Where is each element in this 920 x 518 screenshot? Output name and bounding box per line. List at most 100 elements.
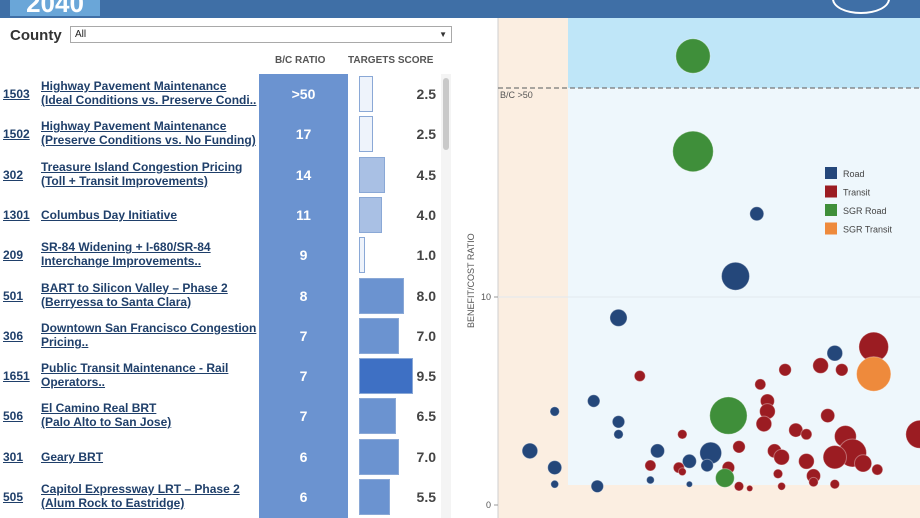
bubble-point[interactable] (856, 356, 892, 392)
county-filter-select[interactable]: All ▼ (70, 26, 452, 43)
legend-label[interactable]: SGR Road (843, 206, 887, 216)
project-name-link[interactable]: Columbus Day Initiative (41, 207, 178, 222)
legend-label[interactable]: Road (843, 169, 865, 179)
project-id-link[interactable]: 1301 (3, 207, 30, 222)
bubble-point[interactable] (778, 363, 792, 377)
project-name-link[interactable]: Geary BRT (41, 449, 104, 464)
project-name-link[interactable]: (Palo Alto to San Jose) (41, 415, 172, 430)
targets-score-bar (359, 479, 391, 515)
bubble-point[interactable] (521, 442, 539, 460)
project-id-link[interactable]: 505 (3, 490, 24, 504)
project-name-link[interactable]: (Berryessa to Santa Clara) (41, 294, 192, 309)
scrollbar-thumb[interactable] (443, 78, 449, 150)
bubble-point[interactable] (800, 428, 813, 441)
project-name-link[interactable]: Pricing.. (41, 334, 89, 349)
bubble-point[interactable] (685, 480, 693, 488)
bubble-point[interactable] (633, 370, 646, 382)
project-name-link[interactable]: Operators.. (41, 375, 106, 390)
project-name-link[interactable]: Treasure Island Congestion Pricing (41, 159, 243, 174)
bubble-point[interactable] (733, 481, 745, 492)
bubble-point[interactable] (772, 468, 784, 479)
bubble-point[interactable] (871, 463, 884, 476)
scrollbar-track[interactable] (441, 74, 451, 518)
project-name-link[interactable]: Interchange Improvements.. (41, 254, 202, 269)
bubble-point[interactable] (675, 38, 711, 74)
bubble-point[interactable] (829, 479, 840, 490)
bubble-point[interactable] (820, 408, 836, 424)
bc-ratio-value: 11 (296, 206, 311, 223)
project-name-link[interactable]: BART to Silicon Valley – Phase 2 (41, 280, 228, 295)
bubble-point[interactable] (755, 415, 773, 433)
bubble-point[interactable] (788, 422, 804, 438)
bubble-point[interactable] (672, 130, 714, 173)
legend-swatch[interactable] (825, 167, 837, 179)
project-name-link[interactable]: (Toll + Transit Improvements) (41, 173, 208, 188)
bubble-point[interactable] (547, 460, 563, 476)
bubble-point[interactable] (587, 394, 601, 408)
bubble-point[interactable] (650, 443, 665, 459)
project-id-link[interactable]: 1502 (3, 127, 30, 142)
project-name-link[interactable]: Highway Pavement Maintenance (41, 119, 227, 134)
bubble-point[interactable] (644, 459, 657, 472)
bubble-point[interactable] (812, 357, 829, 374)
project-name-link[interactable]: Highway Pavement Maintenance (41, 79, 227, 93)
legend-swatch[interactable] (825, 185, 837, 198)
targets-score-header[interactable]: TARGETS SCORE (348, 55, 434, 66)
project-name-link[interactable]: Capitol Expressway LRT – Phase 2 (41, 482, 240, 496)
bubble-point[interactable] (590, 479, 605, 493)
project-id-link[interactable]: 501 (3, 288, 24, 303)
bubble-point[interactable] (749, 206, 765, 222)
bubble-point[interactable] (677, 467, 687, 477)
y-axis-label: BENEFIT/COST RATIO (466, 233, 476, 328)
project-name-link[interactable]: Public Transit Maintenance - Rail (41, 361, 229, 376)
project-id-link[interactable]: 306 (3, 328, 24, 343)
bubble-point[interactable] (777, 481, 787, 491)
bubble-point[interactable] (721, 261, 750, 291)
bubble-point[interactable] (709, 396, 748, 435)
legend-label[interactable]: Transit (843, 188, 871, 198)
bubble-point[interactable] (550, 479, 560, 489)
bubble-point[interactable] (715, 468, 735, 488)
bubble-point[interactable] (854, 454, 873, 473)
project-name-link[interactable]: Downtown San Francisco Congestion (41, 320, 257, 335)
project-name-link[interactable]: (Ideal Conditions vs. Preserve Condi.. (41, 93, 257, 107)
bc-ratio-header[interactable]: B/C RATIO (275, 55, 326, 66)
legend-swatch[interactable] (825, 222, 837, 235)
county-filter-label: County (10, 27, 62, 44)
bubble-point[interactable] (754, 378, 767, 391)
bubble-point[interactable] (611, 415, 626, 429)
bubble-point[interactable] (681, 453, 697, 469)
project-id-link[interactable]: 506 (3, 409, 24, 424)
bubble-point[interactable] (835, 363, 849, 377)
bubble-point[interactable] (808, 476, 819, 488)
project-name-link[interactable]: (Alum Rock to Eastridge) (41, 496, 185, 510)
legend-label[interactable]: SGR Transit (843, 225, 893, 235)
bubble-point[interactable] (822, 445, 847, 470)
bubble-point[interactable] (700, 458, 714, 473)
bubble-point[interactable] (609, 308, 628, 327)
legend-swatch[interactable] (825, 204, 837, 216)
project-name-link[interactable]: (Preserve Conditions vs. No Funding) (41, 133, 256, 148)
bubble-point[interactable] (613, 429, 624, 440)
bubble-point[interactable] (732, 440, 746, 454)
project-id-link[interactable]: 209 (3, 248, 24, 263)
bubble-point[interactable] (549, 406, 560, 417)
project-id-link[interactable]: 1651 (3, 369, 30, 384)
bubble-point[interactable] (773, 448, 790, 466)
bubble-point[interactable] (646, 475, 655, 485)
targets-score-bar (359, 358, 413, 395)
project-id-link[interactable]: 301 (3, 449, 24, 464)
targets-score-value: 6.5 (416, 408, 436, 425)
bubble-point[interactable] (826, 344, 844, 362)
project-name-link[interactable]: El Camino Real BRT (41, 401, 157, 416)
project-id-link[interactable]: 302 (3, 167, 24, 182)
bubble-point[interactable] (798, 453, 815, 470)
bubble-point[interactable] (746, 484, 754, 492)
chevron-down-icon[interactable]: ▼ (439, 30, 447, 39)
bubble-point[interactable] (677, 429, 688, 440)
project-id-link[interactable]: 1503 (3, 87, 30, 101)
bc-ratio-value: 7 (299, 408, 308, 425)
project-name-link[interactable]: SR-84 Widening + I-680/SR-84 (41, 240, 211, 255)
bc-ratio-value: >50 (291, 86, 316, 102)
targets-score-value: 4.5 (416, 166, 436, 183)
